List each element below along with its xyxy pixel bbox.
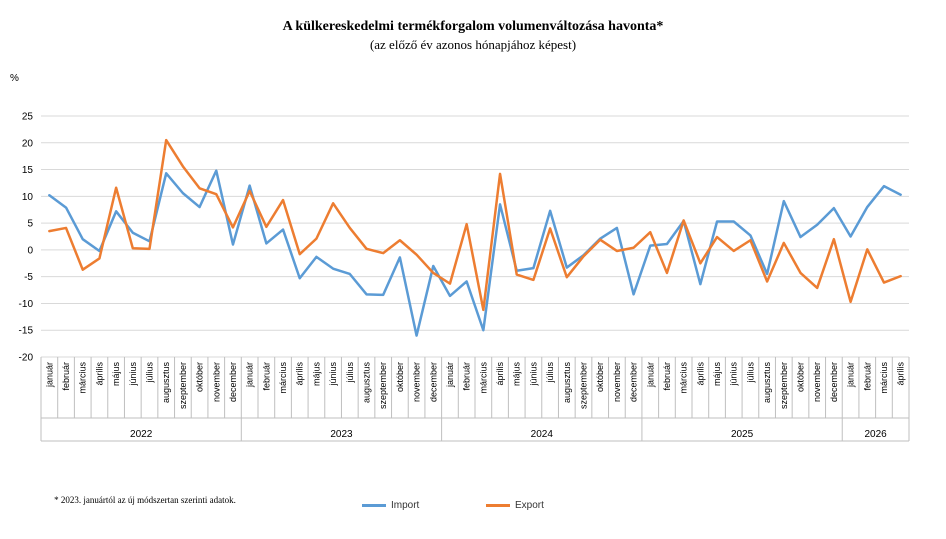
x-tick-label: december xyxy=(829,362,839,402)
x-tick-label: február xyxy=(862,362,872,391)
x-tick-label: május xyxy=(712,362,722,387)
x-tick-label: március xyxy=(679,362,689,394)
x-tick-label: január xyxy=(44,362,54,388)
footnote: * 2023. januártól az új módszertan szeri… xyxy=(54,495,236,505)
x-tick-label: május xyxy=(311,362,321,387)
x-tick-label: február xyxy=(61,362,71,391)
x-tick-label: október xyxy=(796,362,806,392)
x-tick-label: február xyxy=(462,362,472,391)
x-tick-label: október xyxy=(195,362,205,392)
legend-label-export: Export xyxy=(515,500,544,511)
chart-subtitle: (az előző év azonos hónapjához képest) xyxy=(369,37,577,52)
x-tick-label: július xyxy=(145,362,155,384)
x-tick-label: október xyxy=(595,362,605,392)
y-tick-label: 25 xyxy=(22,112,34,123)
year-label: 2026 xyxy=(864,429,887,440)
x-tick-label: november xyxy=(812,362,822,402)
y-tick-label: 10 xyxy=(22,192,34,203)
y-tick-label: 0 xyxy=(27,245,33,256)
x-tick-label: december xyxy=(428,362,438,402)
x-tick-label: november xyxy=(612,362,622,402)
x-tick-label: augusztus xyxy=(762,362,772,404)
x-tick-label: március xyxy=(78,362,88,394)
x-tick-label: március xyxy=(478,362,488,394)
x-tick-label: szeptember xyxy=(178,362,188,409)
year-label: 2023 xyxy=(330,429,353,440)
year-label: 2024 xyxy=(531,429,554,440)
x-tick-label: június xyxy=(528,362,538,387)
x-tick-label: február xyxy=(261,362,271,391)
x-tick-label: május xyxy=(111,362,121,387)
x-tick-label: április xyxy=(94,362,104,386)
legend-swatch-import xyxy=(362,504,386,507)
x-tick-label: január xyxy=(245,362,255,388)
x-tick-label: január xyxy=(445,362,455,388)
x-tick-label: november xyxy=(211,362,221,402)
x-tick-label: június xyxy=(328,362,338,387)
x-tick-label: április xyxy=(295,362,305,386)
legend-item-export: Export xyxy=(486,500,544,511)
x-tick-label: július xyxy=(545,362,555,384)
y-axis-unit-label: % xyxy=(10,73,19,84)
legend-swatch-export xyxy=(486,504,510,507)
x-tick-label: április xyxy=(896,362,906,386)
x-tick-label: július xyxy=(345,362,355,384)
x-tick-label: április xyxy=(695,362,705,386)
x-tick-label: január xyxy=(846,362,856,388)
x-tick-label: augusztus xyxy=(562,362,572,404)
x-tick-label: december xyxy=(228,362,238,402)
year-label: 2025 xyxy=(731,429,754,440)
x-tick-label: július xyxy=(745,362,755,384)
series-line-export xyxy=(48,138,902,312)
legend-item-import: Import xyxy=(362,500,419,511)
y-tick-label: -10 xyxy=(19,299,34,310)
x-tick-label: március xyxy=(879,362,889,394)
y-tick-label: 20 xyxy=(22,138,34,149)
x-tick-label: május xyxy=(512,362,522,387)
x-tick-label: április xyxy=(495,362,505,386)
x-tick-label: szeptember xyxy=(579,362,589,409)
x-tick-label: június xyxy=(729,362,739,387)
x-tick-label: október xyxy=(395,362,405,392)
x-tick-label: november xyxy=(412,362,422,402)
y-tick-label: -5 xyxy=(24,272,33,283)
y-tick-label: -20 xyxy=(19,353,34,364)
legend-label-import: Import xyxy=(391,500,420,511)
x-tick-label: szeptember xyxy=(779,362,789,409)
x-tick-label: szeptember xyxy=(378,362,388,409)
x-tick-label: január xyxy=(645,362,655,388)
y-tick-label: -15 xyxy=(19,326,34,337)
y-tick-label: 5 xyxy=(27,219,33,230)
x-tick-label: június xyxy=(128,362,138,387)
chart-title: A külkereskedelmi termékforgalom volumen… xyxy=(282,19,664,34)
x-tick-label: december xyxy=(629,362,639,402)
x-tick-label: augusztus xyxy=(362,362,372,404)
x-tick-label: február xyxy=(662,362,672,391)
year-label: 2022 xyxy=(130,429,153,440)
x-tick-label: augusztus xyxy=(161,362,171,404)
y-tick-label: 15 xyxy=(22,165,34,176)
series-line-import xyxy=(48,169,902,337)
x-tick-label: március xyxy=(278,362,288,394)
